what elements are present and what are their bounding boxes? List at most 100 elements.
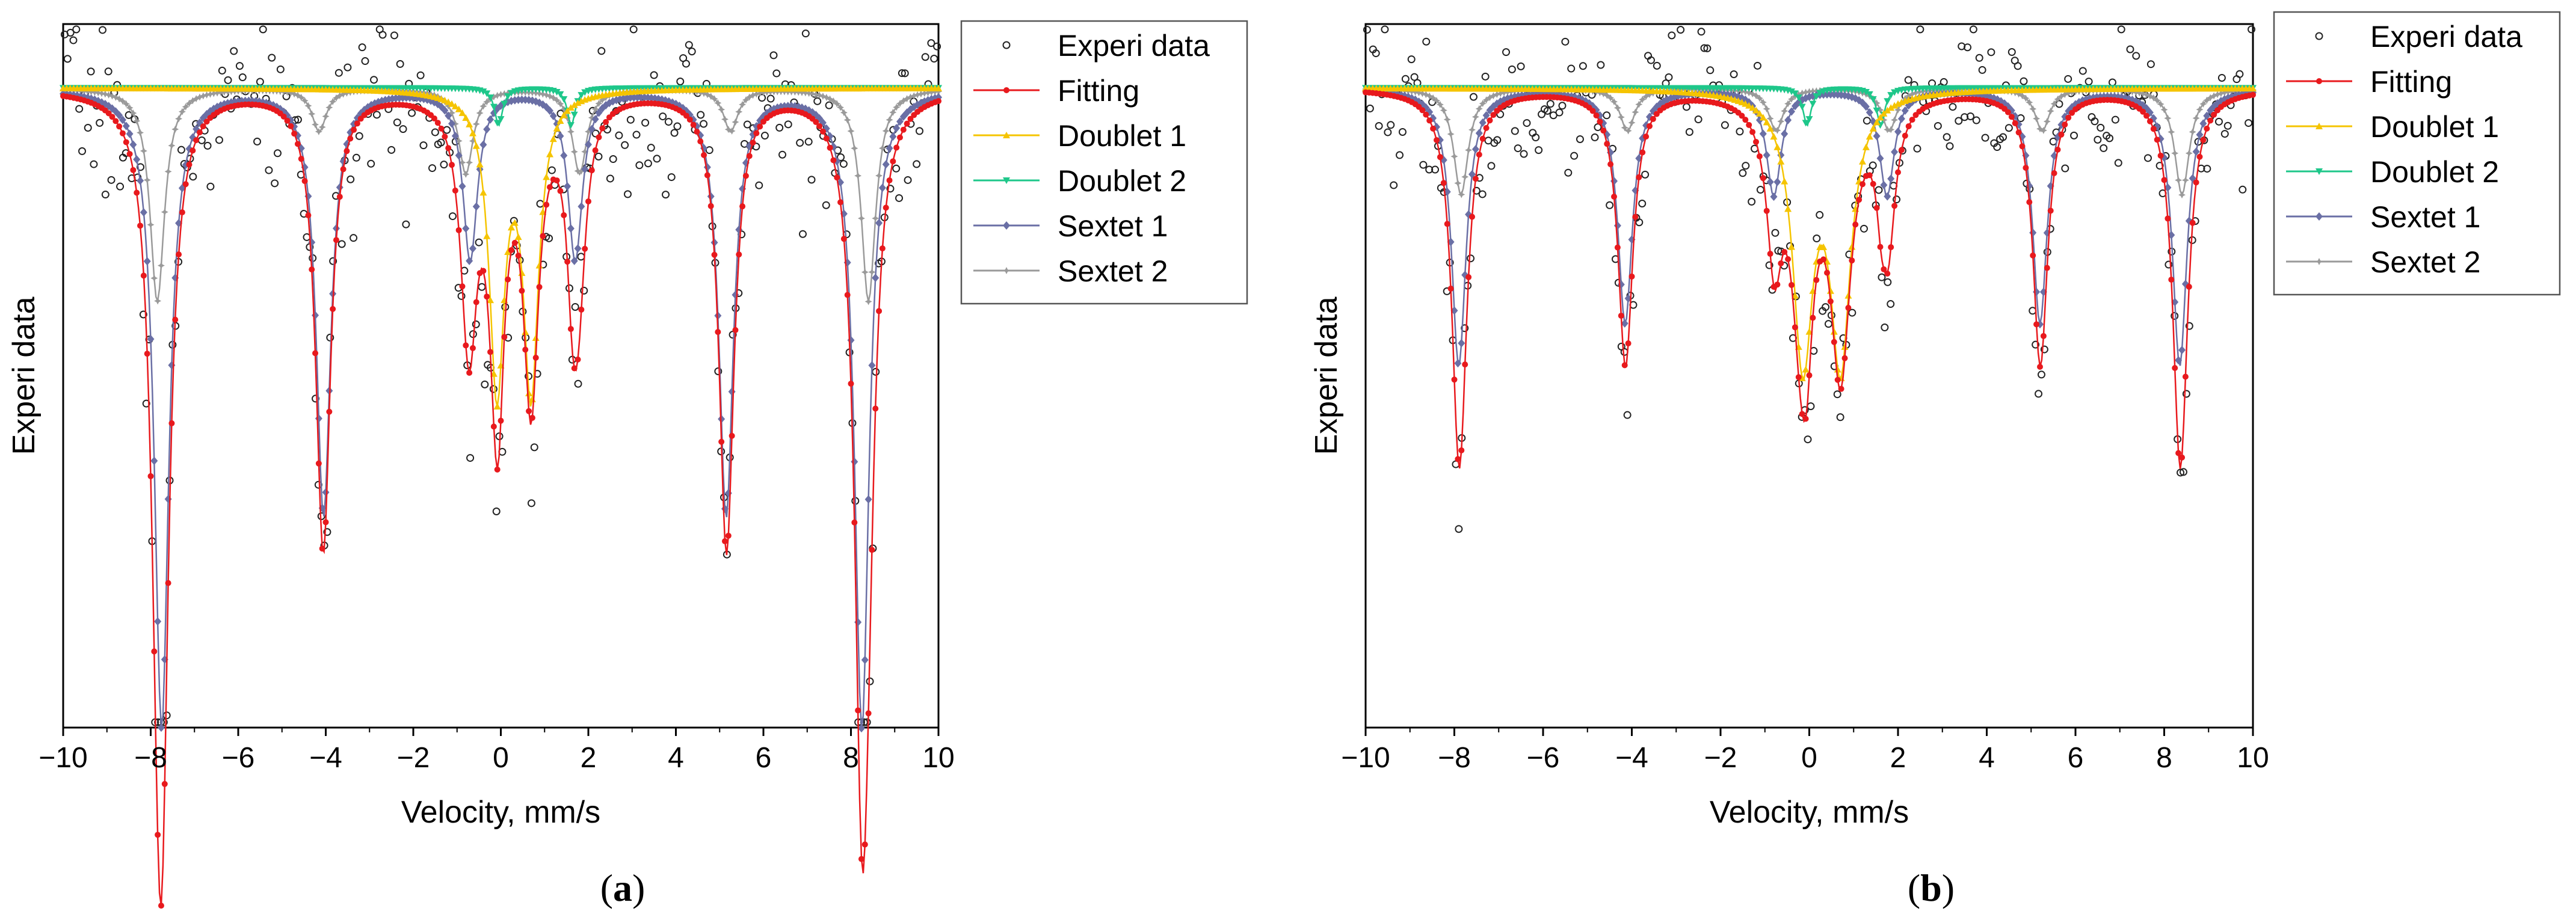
series-marker-sextet-1 [1884, 192, 1891, 201]
series-marker-sextet-1 [441, 106, 449, 115]
series-marker-doublet-2 [1887, 92, 1895, 99]
series-marker-fitting [567, 326, 574, 333]
series-marker-sextet-2 [549, 94, 557, 102]
series-marker-sextet-2 [556, 100, 564, 108]
data-point [224, 76, 232, 84]
data-point [1753, 61, 1761, 70]
series-marker-sextet-2 [108, 92, 116, 100]
series-marker-fitting [1813, 277, 1820, 283]
series-marker-fitting [2054, 146, 2061, 153]
series-marker-sextet-2 [2149, 94, 2157, 102]
series-marker-fitting [1632, 213, 1639, 220]
series-marker-fitting [2019, 143, 2026, 150]
series-marker-fitting [1618, 313, 1624, 319]
series-marker-sextet-1 [1766, 177, 1774, 186]
x-tick-label: 4 [1979, 742, 1995, 774]
data-point [670, 129, 679, 137]
series-marker-sextet-2 [2036, 125, 2044, 133]
data-point [294, 115, 302, 124]
data-point [901, 69, 909, 78]
data-point [256, 78, 264, 86]
series-marker-doublet-2 [1866, 91, 1873, 98]
series-marker-doublet-1 [1763, 118, 1770, 126]
data-point [927, 39, 935, 48]
series-marker-sextet-2 [1450, 153, 1458, 161]
series-marker-fitting [585, 198, 591, 204]
series-marker-sextet-2 [535, 90, 543, 97]
series-marker-sextet-2 [847, 127, 855, 135]
data-point [545, 234, 553, 242]
data-point [1893, 195, 1901, 204]
series-marker-sextet-1 [1482, 111, 1490, 120]
series-marker-sextet-2 [445, 102, 452, 110]
data-point [1833, 390, 1841, 399]
series-marker-sextet-2 [126, 104, 134, 112]
series-marker-fitting [179, 209, 185, 216]
data-point [1668, 31, 1676, 40]
series-marker-fitting [1479, 135, 1486, 142]
series-marker-doublet-2 [479, 88, 487, 96]
series-marker-sextet-2 [1642, 93, 1650, 100]
series-marker-sextet-2 [1610, 98, 1618, 106]
series-marker-fitting [532, 354, 539, 361]
data-point [673, 122, 682, 130]
data-point [609, 155, 617, 164]
data-point [1532, 133, 1540, 142]
data-point [271, 179, 279, 188]
series-marker-sextet-2 [171, 126, 179, 133]
data-point [370, 76, 378, 84]
series-marker-sextet-2 [910, 92, 918, 100]
data-point [372, 111, 381, 119]
data-point [1422, 37, 1431, 46]
x-tick-label: 10 [922, 742, 954, 774]
series-marker-fitting [190, 147, 196, 154]
series-marker-sextet-2 [560, 105, 568, 113]
data-point [1721, 121, 1729, 129]
data-point [177, 146, 185, 154]
series-marker-sextet-1 [854, 618, 862, 627]
series-marker-fitting [452, 187, 458, 194]
series-marker-fitting [1614, 244, 1621, 251]
data-point [238, 73, 247, 82]
series-marker-sextet-2 [822, 94, 830, 102]
data-point [1736, 127, 1744, 136]
series-marker-sextet-2 [1461, 173, 1469, 181]
panel-a: −10 −8 −6 −4 −2 0 2 4 6 8 10 Velocity, mm/s Experi… [7, 20, 1248, 909]
series-marker-fitting [690, 121, 697, 128]
series-marker-fitting [344, 148, 350, 155]
series-marker-sextet-1 [1887, 174, 1895, 183]
legend-item-experi-data: Experi data [2315, 20, 2522, 54]
series-marker-sextet-1 [886, 144, 893, 153]
series-marker-sextet-2 [570, 148, 578, 156]
series-marker-sextet-2 [896, 100, 904, 108]
data-point [273, 149, 282, 158]
series-marker-fitting [1650, 115, 1656, 122]
series-marker-sextet-2 [140, 147, 147, 155]
data-point [752, 143, 760, 151]
series-marker-fitting [837, 199, 844, 206]
series-marker-sextet-1 [588, 124, 596, 133]
series-marker-sextet-1 [147, 334, 155, 343]
data-point [1653, 61, 1661, 70]
data-point [1949, 103, 1957, 111]
series-marker-doublet-1 [1752, 106, 1760, 114]
series-marker-sextet-1 [847, 336, 855, 345]
series-marker-doublet-1 [493, 402, 501, 409]
series-marker-doublet-1 [451, 102, 459, 109]
series-marker-fitting [1806, 372, 1813, 379]
series-marker-sextet-1 [304, 192, 312, 201]
series-marker-fitting [2037, 364, 2043, 370]
data-point [1887, 300, 1895, 308]
series-marker-doublet-1 [1742, 100, 1749, 107]
data-point [1641, 170, 1650, 179]
series-marker-doublet-1 [1749, 104, 1757, 111]
series-marker-sextet-2 [581, 148, 589, 156]
series-marker-fitting [2140, 108, 2146, 115]
series-marker-fitting [196, 129, 203, 136]
series-marker-fitting [161, 780, 168, 787]
series-marker-sextet-2 [2181, 176, 2189, 184]
data-point [825, 101, 833, 109]
data-point [641, 118, 650, 127]
data-point [629, 25, 638, 34]
series-marker-sextet-1 [1876, 154, 1884, 163]
